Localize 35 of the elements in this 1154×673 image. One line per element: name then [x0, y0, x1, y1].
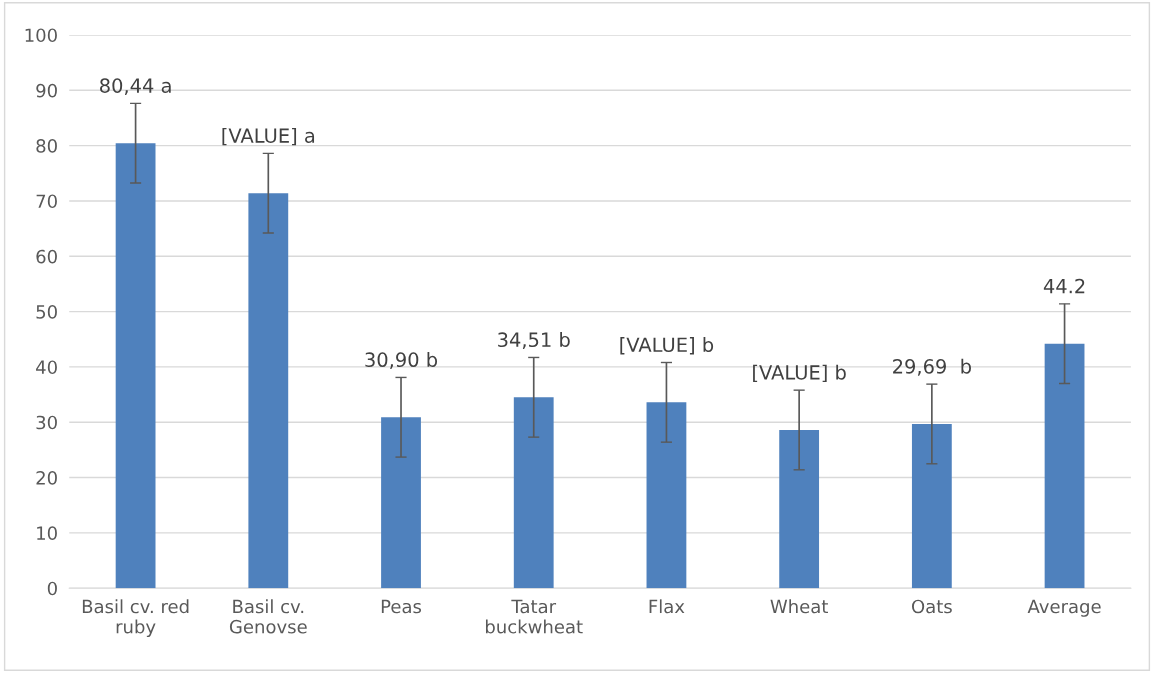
y-tick-label: 70: [36, 194, 57, 209]
y-tick-label: 100: [25, 28, 57, 43]
bar: [779, 429, 820, 589]
y-tick-label: 30: [36, 415, 57, 430]
x-tick-label: Basil cv. Genovse: [229, 599, 307, 634]
bar: [911, 423, 952, 589]
bar: [1044, 343, 1085, 589]
y-tick-label: 60: [36, 249, 57, 264]
x-tick-label: Basil cv. red ruby: [82, 599, 189, 638]
data-label: 44.2: [1043, 278, 1085, 294]
y-tick-label: 80: [36, 139, 57, 153]
y-tick-label: 50: [36, 305, 57, 319]
bar: [513, 397, 554, 589]
data-label: 34,51 b: [498, 332, 570, 350]
x-tick-label: Wheat: [770, 599, 828, 614]
y-tick-label: 0: [47, 581, 57, 596]
data-label: [VALUE] b: [753, 364, 846, 383]
y-tick-label: 90: [36, 83, 57, 98]
x-tick-label: Flax: [649, 599, 685, 614]
x-tick-label: Oats: [911, 599, 952, 614]
data-label: 30,90 b: [365, 351, 438, 370]
bar: [646, 402, 687, 589]
data-label: [VALUE] a: [222, 127, 315, 146]
y-tick-label: 10: [37, 526, 57, 540]
x-tick-label: Average: [1027, 599, 1101, 617]
bar: [248, 193, 289, 589]
y-tick-label: 40: [36, 360, 57, 375]
data-label: 80,44 a: [100, 78, 171, 95]
x-tick-label: Tatar buckwheat: [485, 599, 583, 634]
data-label: 29,69 b: [893, 358, 971, 376]
bar: [381, 417, 421, 589]
data-label: [VALUE] b: [620, 337, 714, 355]
x-tick-label: Peas: [381, 599, 422, 614]
y-tick-label: 20: [36, 471, 57, 485]
bar: [115, 143, 156, 589]
